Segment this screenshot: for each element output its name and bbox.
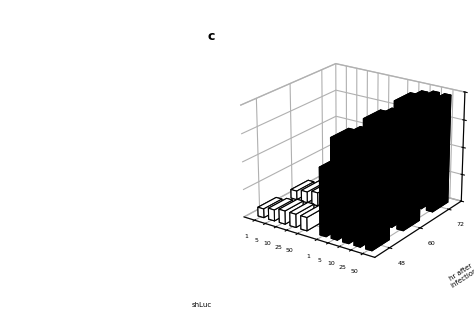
- Text: c: c: [208, 30, 215, 43]
- Y-axis label: hr after
infection: hr after infection: [446, 261, 474, 289]
